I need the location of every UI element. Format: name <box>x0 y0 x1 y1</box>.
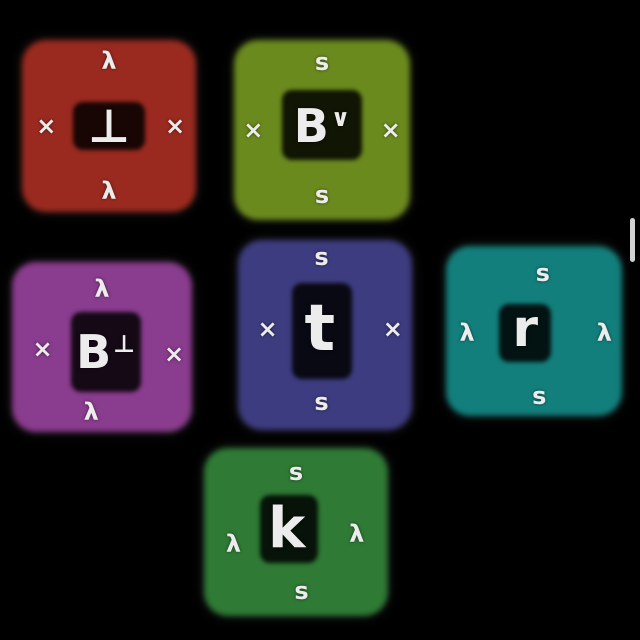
edge-label-bottom: s <box>294 576 309 605</box>
tile-green: k s s λ λ <box>204 448 388 616</box>
tile-purple: B⊥ λ λ × × <box>12 262 192 432</box>
tile-indigo: t s s × × <box>238 240 412 430</box>
tile-olive: B∨ s s × × <box>234 40 410 220</box>
edge-label-left: × <box>257 315 278 344</box>
edge-label-right: λ <box>596 318 612 347</box>
edge-label-bottom: s <box>314 180 330 209</box>
edge-label-bottom: λ <box>83 397 99 426</box>
tile-glyph: t <box>304 292 336 367</box>
edge-label-bottom: s <box>532 381 547 410</box>
tile-glyph-superscript: ∨ <box>330 104 351 133</box>
edge-label-right: × <box>163 339 185 368</box>
tile-glyph: B⊥ <box>76 325 136 380</box>
tile-glyph: ⊥ <box>87 99 131 153</box>
tile-glyph: B∨ <box>293 99 351 154</box>
edge-label-top: λ <box>101 46 117 75</box>
edge-label-top: s <box>535 259 550 288</box>
edge-label-top: s <box>288 457 304 486</box>
edge-label-bottom: s <box>314 387 329 416</box>
edge-label-bottom: λ <box>101 177 117 206</box>
tile-glyph-superscript: ⊥ <box>113 330 136 359</box>
edge-label-top: s <box>314 47 330 76</box>
tile-red: ⊥ λ λ × × <box>22 40 196 212</box>
tile-teal: r s s λ λ <box>446 246 622 416</box>
edge-label-right: λ <box>349 519 365 548</box>
edge-label-top: s <box>314 243 329 272</box>
offscreen-tile-fragment <box>630 218 635 262</box>
edge-label-left: × <box>32 334 53 363</box>
edge-label-right: × <box>380 116 401 144</box>
edge-label-right: × <box>382 315 403 344</box>
edge-label-top: λ <box>94 275 110 304</box>
edge-label-left: × <box>36 112 57 140</box>
edge-label-right: × <box>165 112 186 140</box>
edge-label-left: × <box>243 116 264 144</box>
edge-label-left: λ <box>459 318 475 347</box>
tile-glyph: r <box>512 299 539 360</box>
tile-glyph: k <box>268 495 306 561</box>
edge-label-left: λ <box>225 529 242 558</box>
